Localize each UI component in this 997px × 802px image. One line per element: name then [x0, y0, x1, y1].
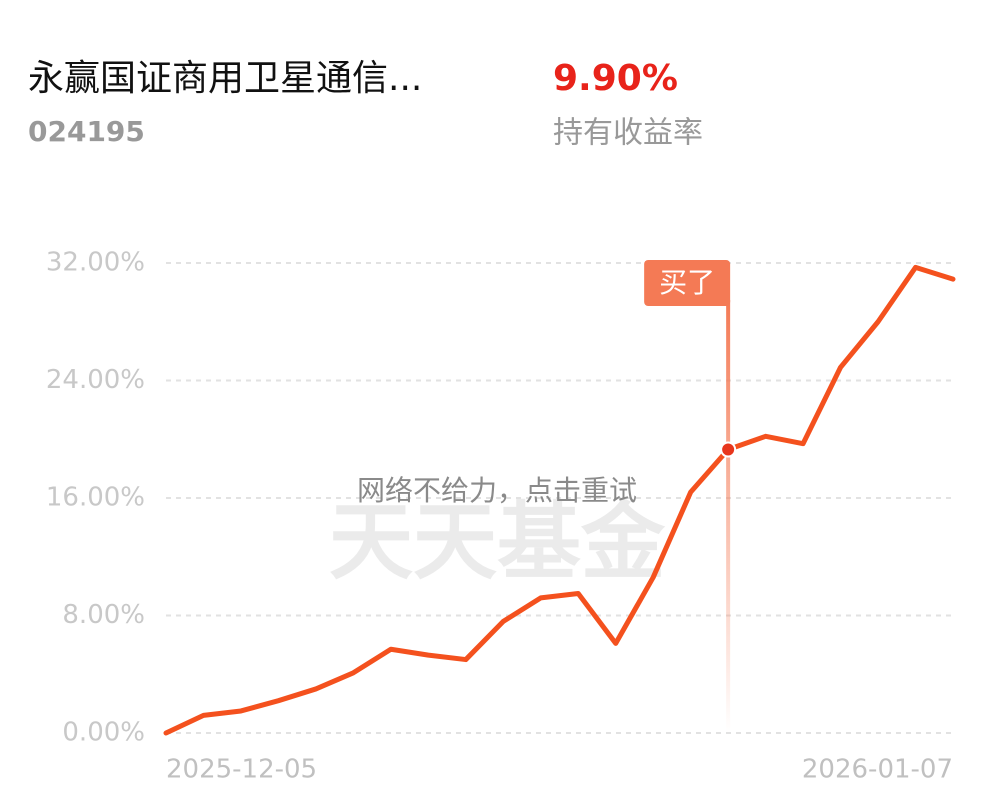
buy-label: 买了 — [659, 266, 715, 299]
y-tick-label: 24.00% — [46, 365, 145, 395]
fund-code: 024195 — [28, 115, 145, 148]
line — [163, 264, 956, 736]
buy-point — [720, 441, 737, 458]
x-tick-label: 2026-01-07 — [802, 755, 953, 785]
overlay-message[interactable]: 网络不给力，点击重试 — [357, 474, 637, 507]
buy-badge — [644, 260, 731, 306]
return-value: 9.90% — [553, 58, 678, 99]
return-label: 持有收益率 — [553, 116, 703, 151]
buy-line — [726, 300, 731, 733]
y-tick-label: 8.00% — [62, 600, 145, 630]
fund-title[interactable]: 永赢国证商用卫星通信... — [28, 58, 422, 99]
watermark: 天天基金 — [329, 493, 666, 591]
y-tick-label: 0.00% — [62, 718, 145, 748]
y-tick-label: 32.00% — [46, 248, 145, 278]
x-tick-label: 2025-12-05 — [166, 755, 317, 785]
y-tick-label: 16.00% — [46, 483, 145, 513]
